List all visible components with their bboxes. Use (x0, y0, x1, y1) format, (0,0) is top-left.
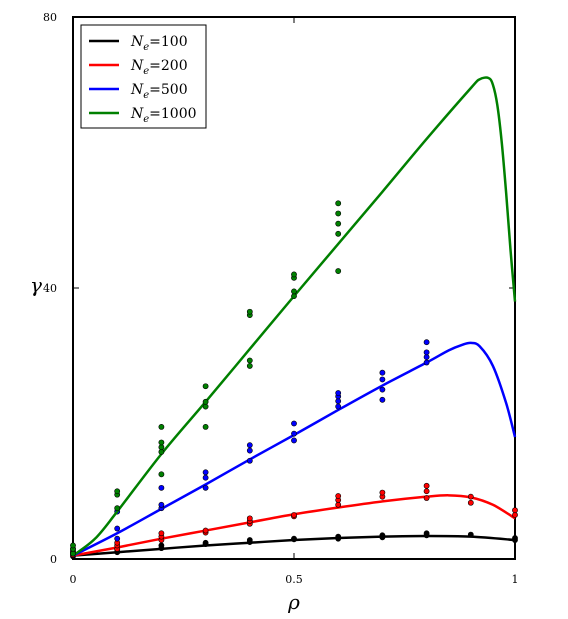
data-point (114, 525, 121, 532)
series-line (72, 76, 517, 557)
data-point (158, 449, 165, 455)
data-point (379, 532, 386, 539)
data-point (246, 363, 253, 369)
data-point (114, 488, 121, 495)
data-point (467, 499, 474, 506)
x-axis-label: ρ (287, 590, 300, 614)
data-point (114, 535, 121, 542)
data-point (423, 349, 430, 356)
y-axis-label: γ (30, 273, 42, 297)
data-point (423, 339, 430, 346)
data-point (246, 442, 253, 449)
data-point (335, 220, 342, 227)
data-point (291, 271, 297, 278)
y-tick-label: 40 (43, 282, 57, 295)
data-point (114, 505, 121, 512)
data-point (291, 288, 297, 295)
data-point (423, 495, 430, 501)
data-point (291, 430, 297, 437)
data-point (158, 530, 165, 537)
legend-box (80, 24, 207, 129)
data-point (70, 550, 76, 557)
series-200 (70, 482, 518, 558)
series-line (72, 341, 517, 557)
data-point (246, 537, 253, 543)
data-point (246, 457, 253, 464)
data-point (512, 512, 518, 518)
data-point (291, 512, 297, 518)
data-point (335, 493, 342, 499)
data-point (423, 359, 430, 366)
data-point (423, 482, 430, 489)
legend-entry-label: Ne=1000 (130, 106, 197, 125)
data-point (335, 200, 342, 207)
data-point (246, 447, 253, 454)
data-point (246, 308, 253, 315)
legend-entry-label: Ne=500 (130, 82, 188, 101)
data-point (70, 542, 76, 549)
data-point (512, 535, 518, 541)
series-500 (70, 339, 517, 557)
data-point (379, 489, 386, 496)
data-point (202, 383, 209, 390)
data-point (202, 484, 209, 491)
data-point (202, 469, 209, 476)
data-point (335, 398, 342, 405)
data-point (158, 484, 165, 491)
y-tick-label: 80 (43, 11, 57, 24)
data-point (202, 539, 209, 546)
data-point (158, 423, 165, 430)
series-1000 (70, 76, 517, 557)
data-point (423, 354, 430, 361)
y-tick-label: 0 (50, 553, 57, 566)
axis-ticks: 0 0.5 1 0 40 80 (43, 11, 519, 586)
data-point (335, 230, 342, 237)
data-point (202, 403, 209, 410)
legend: Ne=100 Ne=200 Ne=500 Ne=1000 (80, 24, 207, 129)
data-point (512, 507, 518, 514)
x-tick-label: 1 (512, 573, 519, 586)
data-point (467, 531, 474, 538)
data-point (379, 376, 386, 383)
data-point (202, 423, 209, 430)
data-point (379, 369, 386, 376)
data-point (423, 488, 430, 495)
data-point (335, 533, 342, 540)
data-point (202, 527, 209, 534)
data-point (158, 471, 165, 478)
data-point (202, 474, 209, 481)
data-point (246, 357, 253, 364)
x-tick-label: 0 (70, 573, 77, 586)
legend-entry-label: Ne=200 (130, 58, 188, 77)
data-point (158, 501, 165, 508)
data-point (379, 386, 386, 393)
data-point (291, 293, 297, 300)
data-point (467, 493, 474, 500)
x-tick-label: 0.5 (285, 573, 303, 586)
data-point (291, 437, 297, 444)
data-point (246, 515, 253, 522)
series-line (72, 494, 516, 557)
data-point (335, 390, 342, 396)
data-point (202, 398, 209, 405)
data-point (335, 210, 342, 217)
data-point (335, 501, 342, 508)
data-point (291, 420, 297, 427)
data-point (158, 542, 165, 549)
data-point (335, 268, 342, 274)
data-point (158, 439, 165, 446)
legend-entry-label: Ne=100 (130, 34, 188, 53)
data-point (291, 535, 297, 542)
data-point (379, 396, 386, 403)
data-point (158, 444, 165, 451)
data-point (335, 403, 342, 410)
series-layer (70, 76, 518, 560)
data-point (423, 530, 430, 537)
